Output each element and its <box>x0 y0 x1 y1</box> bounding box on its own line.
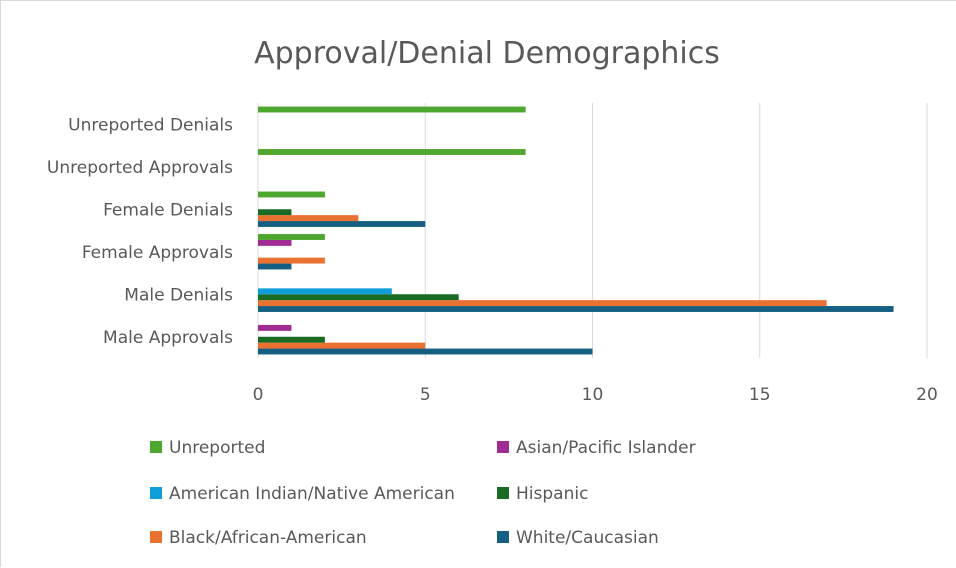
x-tick-label-0: 0 <box>253 385 264 405</box>
category-label-male-denials: Male Denials <box>124 285 233 305</box>
x-tick-label-10: 10 <box>582 385 604 405</box>
bar-female-approvals-asian-pacific-islander <box>258 239 292 246</box>
legend-label-american-indian-native-american: American Indian/Native American <box>169 484 455 504</box>
bar-male-denials-hispanic <box>258 294 459 301</box>
bar-female-approvals-black-african-american <box>258 257 325 264</box>
category-label-unreported-denials: Unreported Denials <box>68 115 233 135</box>
bar-female-denials-black-african-american <box>258 215 359 222</box>
category-label-female-denials: Female Denials <box>103 200 233 220</box>
legend-swatch-american-indian-native-american <box>150 487 162 499</box>
bar-male-approvals-asian-pacific-islander <box>258 324 292 331</box>
bar-female-denials-hispanic <box>258 209 292 216</box>
bar-female-denials-unreported <box>258 191 325 198</box>
bar-unreported-approvals-unreported <box>258 149 526 155</box>
legend-label-white-caucasian: White/Caucasian <box>516 528 659 548</box>
bar-female-approvals-unreported <box>258 234 325 240</box>
legend-label-hispanic: Hispanic <box>516 484 588 504</box>
category-label-male-approvals: Male Approvals <box>103 328 233 348</box>
category-label-unreported-approvals: Unreported Approvals <box>47 158 233 178</box>
legend-swatch-unreported <box>150 441 162 453</box>
legend-label-asian-pacific-islander: Asian/Pacific Islander <box>516 438 696 458</box>
category-label-female-approvals: Female Approvals <box>82 243 233 263</box>
gridlines <box>257 103 928 358</box>
bar-male-denials-black-african-american <box>258 300 827 307</box>
legend-swatch-white-caucasian <box>497 531 509 543</box>
legend-swatch-black-african-american <box>150 531 162 543</box>
legend-swatch-asian-pacific-islander <box>497 441 509 453</box>
bar-male-approvals-black-african-american <box>258 342 426 349</box>
x-tick-label-15: 15 <box>749 385 771 405</box>
legend: Unreported Asian/Pacific Islander American… <box>150 438 696 548</box>
chart-title: Approval/Denial Demographics <box>254 36 720 71</box>
bar-male-denials-american-indian-native-american <box>258 288 392 295</box>
x-tick-label-5: 5 <box>420 385 431 405</box>
bars <box>258 106 894 355</box>
category-labels: Male Approvals Male Denials Female Approva… <box>47 115 233 348</box>
legend-label-unreported: Unreported <box>169 438 265 458</box>
bar-male-denials-white-caucasian <box>258 306 894 312</box>
bar-unreported-denials-unreported <box>258 106 526 113</box>
bar-female-denials-white-caucasian <box>258 221 426 227</box>
legend-label-black-african-american: Black/African-American <box>169 528 367 548</box>
x-axis-tick-labels: 0 5 10 15 20 <box>253 385 938 405</box>
legend-swatch-hispanic <box>497 487 509 499</box>
x-tick-label-20: 20 <box>916 385 938 405</box>
bar-female-approvals-white-caucasian <box>258 263 292 270</box>
bar-male-approvals-hispanic <box>258 336 325 343</box>
bar-male-approvals-white-caucasian <box>258 348 593 355</box>
